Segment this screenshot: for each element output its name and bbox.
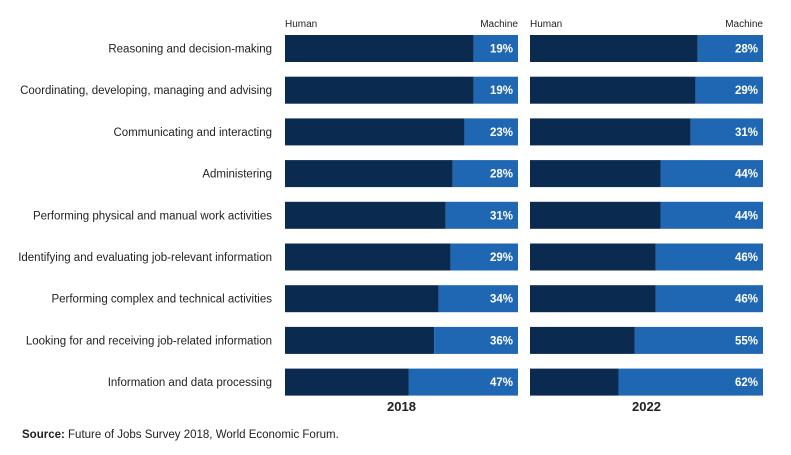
bar-human [530, 35, 698, 62]
data-label: 29% [490, 252, 513, 264]
data-label: 28% [490, 169, 513, 181]
bar-machine [408, 368, 518, 396]
bar-human [530, 160, 661, 188]
bar-machine [464, 118, 518, 146]
bar-human [530, 326, 635, 354]
bar-machine [634, 326, 763, 354]
bar-human [530, 243, 656, 271]
data-label: 23% [490, 127, 513, 139]
legend-human-label: Human [285, 19, 317, 30]
data-label: 44% [735, 169, 758, 181]
category-label: Reasoning and decision-making [108, 44, 272, 56]
data-label: 62% [735, 377, 758, 389]
bar-human [530, 368, 619, 396]
data-label: 34% [490, 294, 513, 306]
bar-machine [473, 35, 518, 62]
bar-machine [697, 35, 763, 62]
legend-machine-label: Machine [480, 19, 518, 30]
data-label: 28% [735, 44, 758, 56]
bar-human [285, 35, 474, 62]
bar-machine [655, 285, 763, 313]
bar-human [530, 76, 696, 104]
data-label: 31% [735, 127, 758, 139]
bar-human [530, 201, 661, 229]
bar-machine [445, 201, 518, 229]
bar-human [285, 368, 409, 396]
category-label: Administering [202, 169, 272, 181]
panel-year-label: 2022 [632, 399, 661, 414]
source-text: Future of Jobs Survey 2018, World Econom… [68, 429, 339, 441]
data-label: 46% [735, 252, 758, 264]
bar-human [285, 243, 451, 271]
bar-machine [695, 76, 763, 104]
bar-machine [690, 118, 763, 146]
category-label: Looking for and receiving job-related in… [26, 335, 272, 347]
bar-human [285, 160, 453, 188]
bar-machine [660, 160, 763, 188]
bar-machine [655, 243, 763, 271]
bar-machine [450, 243, 518, 271]
bar-machine [434, 326, 518, 354]
legend-machine-label: Machine [725, 19, 763, 30]
bar-machine [473, 76, 518, 104]
bar-human [530, 118, 691, 146]
category-label: Information and data processing [108, 377, 272, 389]
data-label: 19% [490, 85, 513, 97]
bar-machine [438, 285, 518, 313]
data-label: 47% [490, 377, 513, 389]
data-label: 36% [490, 335, 513, 347]
data-label: 44% [735, 210, 758, 222]
bar-machine [452, 160, 518, 188]
category-label: Coordinating, developing, managing and a… [20, 85, 272, 97]
category-label: Performing physical and manual work acti… [33, 210, 272, 222]
bar-human [285, 118, 465, 146]
category-label: Communicating and interacting [113, 127, 272, 139]
data-label: 29% [735, 85, 758, 97]
category-label: Performing complex and technical activit… [51, 294, 272, 306]
panel-year-label: 2018 [387, 399, 416, 414]
category-label: Identifying and evaluating job-relevant … [18, 252, 272, 264]
bar-machine [618, 368, 763, 396]
data-label: 46% [735, 294, 758, 306]
source-label: Source: [22, 429, 65, 441]
data-label: 19% [490, 44, 513, 56]
bar-human [285, 76, 474, 104]
bar-human [285, 326, 435, 354]
bar-human [285, 201, 446, 229]
bar-human [285, 285, 439, 313]
source-note: Source: Future of Jobs Survey 2018, Worl… [22, 429, 339, 441]
bar-human [530, 285, 656, 313]
data-label: 55% [735, 335, 758, 347]
legend-human-label: Human [530, 19, 562, 30]
bar-machine [660, 201, 763, 229]
data-label: 31% [490, 210, 513, 222]
